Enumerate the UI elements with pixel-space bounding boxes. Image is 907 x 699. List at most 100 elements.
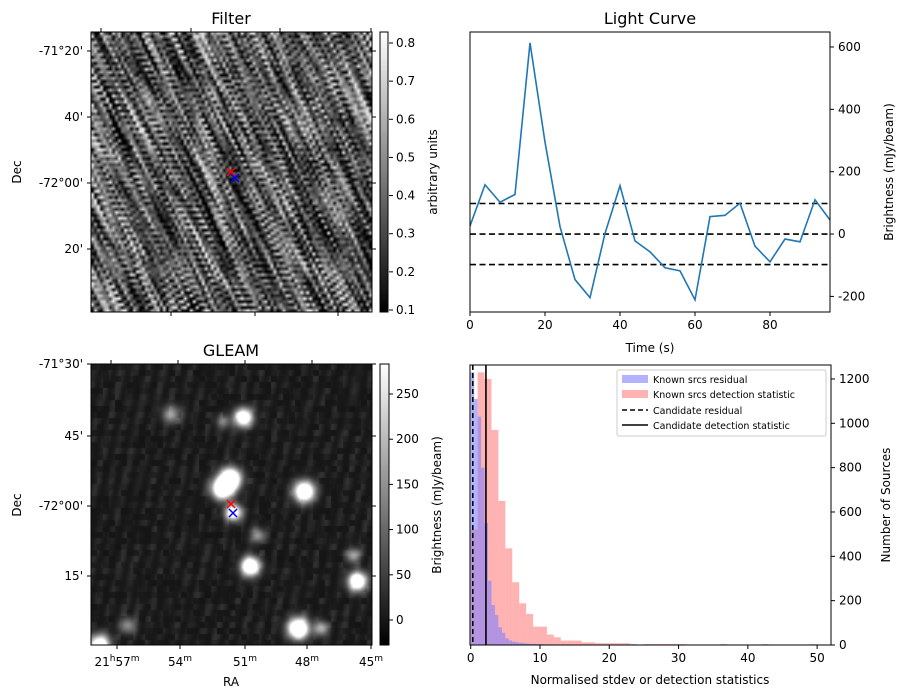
histogram-frame: [469, 364, 832, 646]
x-tick-label: 80: [762, 318, 777, 332]
gleam-title: GLEAM: [203, 341, 259, 360]
ra-tick-label: 48m: [295, 654, 319, 669]
x-tick-label: 0: [466, 318, 474, 332]
ra-unit: m: [248, 654, 257, 664]
dec-tick-label: -71°30': [39, 357, 83, 371]
ra-unit: m: [374, 654, 383, 664]
colorbar-tick-label: 200: [396, 432, 419, 446]
histogram-bar: [498, 500, 506, 645]
y-tick-label: 0: [838, 227, 846, 241]
gleam-markers: [226, 499, 238, 518]
histogram-bar: [474, 398, 478, 645]
candidate-position-marker: [230, 173, 240, 183]
ra-tick-label: 54m: [168, 654, 192, 669]
histogram-bar: [529, 643, 534, 645]
histogram-bar: [498, 627, 502, 645]
dec-tick-label: -72°00': [39, 176, 83, 190]
y-tick-label: 1200: [839, 372, 870, 386]
filter-colorbar-frame: [379, 31, 389, 313]
lightcurve-ylabel: Brightness (mJy/beam): [882, 103, 896, 241]
histogram-bar: [526, 613, 534, 645]
legend-label-cand-detection: Candidate detection statistic: [653, 421, 790, 432]
legend-swatch-residual: [622, 375, 648, 383]
candidate-position-marker: [228, 508, 238, 518]
colorbar-tick-label: 0.3: [396, 227, 415, 241]
colorbar-tick-label: 0.7: [396, 74, 415, 88]
histogram-bar: [508, 640, 513, 645]
ra-value: 21: [94, 655, 109, 669]
histogram-bar: [519, 642, 523, 645]
x-tick-label: 20: [602, 651, 617, 665]
y-tick-label: 800: [839, 461, 862, 475]
histogram-bar: [581, 642, 589, 645]
histogram-legend: Known srcs residual Known srcs detection…: [616, 369, 827, 437]
histogram-bar: [602, 643, 610, 645]
histogram-bar: [539, 626, 547, 645]
filter-frame: [90, 31, 373, 313]
histogram-bar: [515, 642, 520, 645]
ra-unit: h: [110, 654, 116, 664]
y-tick-label: 600: [838, 40, 861, 54]
ra-tick-label: 51m: [233, 654, 257, 669]
histogram-bar: [505, 548, 513, 645]
filter-ylabel: Dec: [10, 160, 24, 183]
histogram-bar: [512, 582, 520, 645]
x-tick-label: 10: [532, 651, 547, 665]
dec-tick-label: -72°00': [39, 499, 83, 513]
histogram-xlabel: Normalised stdev or detection statistics: [531, 673, 770, 687]
histogram-bar: [522, 643, 527, 645]
lightcurve-xlabel: Time (s): [625, 341, 675, 355]
y-tick-label: 400: [839, 549, 862, 563]
dec-tick-label: 15': [64, 569, 83, 583]
ra-unit: m: [310, 654, 319, 664]
catalog-position-marker: [226, 167, 236, 177]
legend-swatch-detection: [622, 390, 648, 398]
y-tick-label: -200: [838, 289, 865, 303]
gleam-dec-ticks: -71°30' 45' -72°00' 15': [39, 357, 376, 583]
colorbar-tick-label: 0.2: [396, 265, 415, 279]
x-tick-label: 40: [740, 651, 755, 665]
ra-unit: m: [131, 654, 140, 664]
colorbar-tick-label: 0.1: [396, 303, 415, 317]
histogram-bar: [477, 416, 482, 645]
colorbar-tick-label: 50: [396, 568, 411, 582]
histogram-bar: [574, 640, 582, 645]
colorbar-tick-label: 0: [396, 613, 404, 627]
x-tick-label: 20: [537, 318, 552, 332]
colorbar-tick-label: 250: [396, 387, 419, 401]
y-tick-label: 400: [838, 102, 861, 116]
histogram-bar: [533, 626, 540, 645]
x-tick-label: 30: [671, 651, 686, 665]
ra-tick-label: 45m: [359, 654, 383, 669]
gleam-colorbar-label: Brightness (mJy/beam): [430, 436, 444, 574]
gleam-frame: [90, 363, 373, 646]
y-tick-label: 200: [838, 165, 861, 179]
colorbar-tick-label: 0.5: [396, 150, 415, 164]
dec-tick-label: 45': [64, 429, 83, 443]
lightcurve-title: Light Curve: [604, 9, 696, 28]
histogram-bar: [470, 372, 475, 645]
histogram-bar: [609, 643, 617, 645]
histogram-bar: [533, 643, 537, 645]
legend-label-residual: Known srcs residual: [653, 375, 747, 386]
lightcurve-frame: [469, 31, 831, 313]
x-tick-label: 50: [810, 651, 825, 665]
y-tick-label: 0: [839, 638, 847, 652]
histogram-bar: [567, 640, 575, 645]
filter-colorbar: [380, 32, 388, 312]
lightcurve-plot: 0 20 40 60 80 -200 0 200 400 600: [466, 40, 865, 332]
catalog-position-marker: [226, 499, 236, 509]
histogram-bar: [588, 642, 596, 645]
y-tick-label: 200: [839, 594, 862, 608]
dec-tick-label: 20': [64, 242, 83, 256]
legend-label-cand-residual: Candidate residual: [653, 406, 742, 417]
histogram-plot: 0 10 20 30 40 50 0 200 400 600 800 1000 1200: [467, 365, 870, 665]
x-tick-label: 40: [612, 318, 627, 332]
histogram-bar: [560, 640, 568, 645]
y-tick-label: 1000: [839, 416, 870, 430]
ra-value: 51: [233, 655, 248, 669]
x-tick-label: 60: [687, 318, 702, 332]
gleam-xlabel: RA: [223, 675, 240, 689]
histogram-bar: [484, 378, 492, 645]
filter-markers: [226, 167, 240, 183]
